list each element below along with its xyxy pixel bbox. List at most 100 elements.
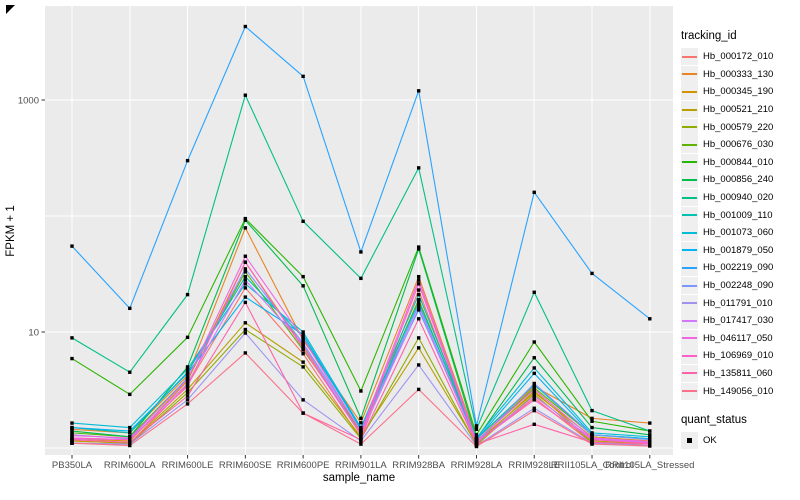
legend-label: Hb_011791_010: [703, 297, 773, 309]
data-point: [590, 271, 594, 276]
data-point: [128, 429, 132, 433]
legend-label: Hb_106969_010: [703, 350, 774, 362]
legend-item: Hb_002248_090: [681, 277, 800, 295]
data-point: [359, 250, 363, 254]
legend-label: Hb_000579_220: [703, 121, 774, 133]
data-point: [70, 336, 74, 340]
data-point: [243, 260, 248, 264]
legend-key-line: [681, 329, 698, 347]
data-point: [243, 267, 248, 271]
data-point: [185, 390, 190, 395]
legend-label: Hb_002248_090: [703, 280, 774, 292]
data-point: [648, 433, 652, 437]
legend-key-line: [681, 101, 698, 119]
legend-key-line: [681, 189, 698, 207]
data-point: [359, 433, 363, 437]
data-point: [70, 431, 74, 435]
tracking-id-legend-items: Hb_000172_010 Hb_000333_130 Hb_000345_190 H…: [681, 48, 800, 400]
data-point: [474, 440, 479, 444]
quant-status-legend-items: OK: [681, 432, 800, 450]
data-point: [590, 408, 594, 413]
x-tick-label: RRII105LA_Stressed: [605, 460, 694, 471]
data-point: [416, 346, 421, 350]
legend-item: Hb_000333_130: [681, 65, 800, 84]
data-point: [359, 435, 363, 439]
legend-key-line: [681, 347, 698, 365]
data-point: [474, 442, 479, 446]
data-point: [416, 288, 421, 292]
data-point: [128, 431, 132, 435]
data-point: [301, 332, 305, 337]
legend-item: Hb_000345_190: [681, 83, 800, 101]
data-point: [532, 290, 536, 294]
quant-legend-label: OK: [703, 435, 717, 447]
data-point: [474, 424, 479, 428]
legend-item: Hb_149056_010: [681, 382, 800, 400]
data-point: [185, 381, 190, 386]
data-point: [359, 416, 363, 421]
data-point: [301, 411, 305, 415]
data-point: [590, 425, 594, 430]
legend-label: Hb_001009_110: [703, 209, 773, 221]
data-point: [243, 300, 248, 305]
x-tick-label: RRIM600LE: [162, 460, 214, 471]
data-point: [359, 430, 363, 434]
data-point: [648, 429, 652, 433]
quant-status-section: quant_status OK: [681, 414, 800, 450]
data-point: [185, 365, 190, 369]
y-tick-label: 10: [28, 328, 39, 339]
data-point: [416, 306, 421, 311]
quant-legend-item: OK: [681, 432, 800, 450]
legend-key-line: [681, 83, 698, 101]
data-point: [243, 282, 248, 286]
data-point: [243, 327, 248, 332]
legend-label: Hb_000844_010: [703, 156, 774, 168]
data-point: [532, 381, 536, 386]
data-point: [416, 336, 421, 340]
data-point: [301, 330, 305, 334]
series-color-line: [682, 249, 697, 252]
legend-label: Hb_001073_060: [703, 227, 774, 239]
data-point: [590, 437, 594, 442]
data-point: [128, 440, 132, 444]
legend-item: Hb_001073_060: [681, 224, 800, 242]
series-color-line: [682, 55, 697, 58]
legend-title-tracking-id: tracking_id: [681, 30, 737, 42]
legend-item: Hb_000579_220: [681, 118, 800, 136]
data-point: [532, 356, 536, 360]
data-point: [474, 433, 479, 437]
legend-label: Hb_000345_190: [703, 86, 774, 98]
legend-label: Hb_000172_010: [703, 51, 774, 63]
legend-item: Hb_046117_050: [681, 329, 800, 348]
data-point: [243, 218, 248, 222]
data-point: [185, 158, 190, 163]
data-point: [590, 442, 594, 446]
legend-label: Hb_149056_010: [703, 385, 774, 397]
series-color-line: [682, 390, 697, 393]
data-point: [532, 398, 536, 402]
series-color-line: [682, 266, 697, 269]
data-point: [243, 331, 248, 335]
data-point: [185, 387, 190, 392]
data-point: [359, 427, 363, 431]
data-point: [532, 394, 536, 398]
data-point: [185, 367, 190, 371]
data-point: [301, 344, 305, 349]
data-point: [359, 437, 363, 442]
data-point: [416, 274, 421, 279]
data-point: [416, 166, 421, 170]
plot-panel-background: [45, 6, 673, 455]
legend-key-line: [681, 153, 698, 171]
data-point: [185, 335, 190, 340]
legend-key-line: [681, 136, 698, 154]
legend-key-line: [681, 259, 698, 277]
legend-panel: tracking_id Hb_000172_010 Hb_000333_130 Hb…: [681, 30, 800, 450]
data-point: [301, 360, 305, 364]
x-tick-label: PB350LA: [52, 460, 93, 471]
x-axis-title: sample_name: [323, 472, 395, 484]
x-tick-label: RRIM928BA: [392, 460, 445, 471]
series-color-line: [682, 372, 697, 375]
data-point: [532, 406, 536, 410]
legend-key-line: [681, 382, 698, 400]
legend-key-line: [681, 171, 698, 189]
